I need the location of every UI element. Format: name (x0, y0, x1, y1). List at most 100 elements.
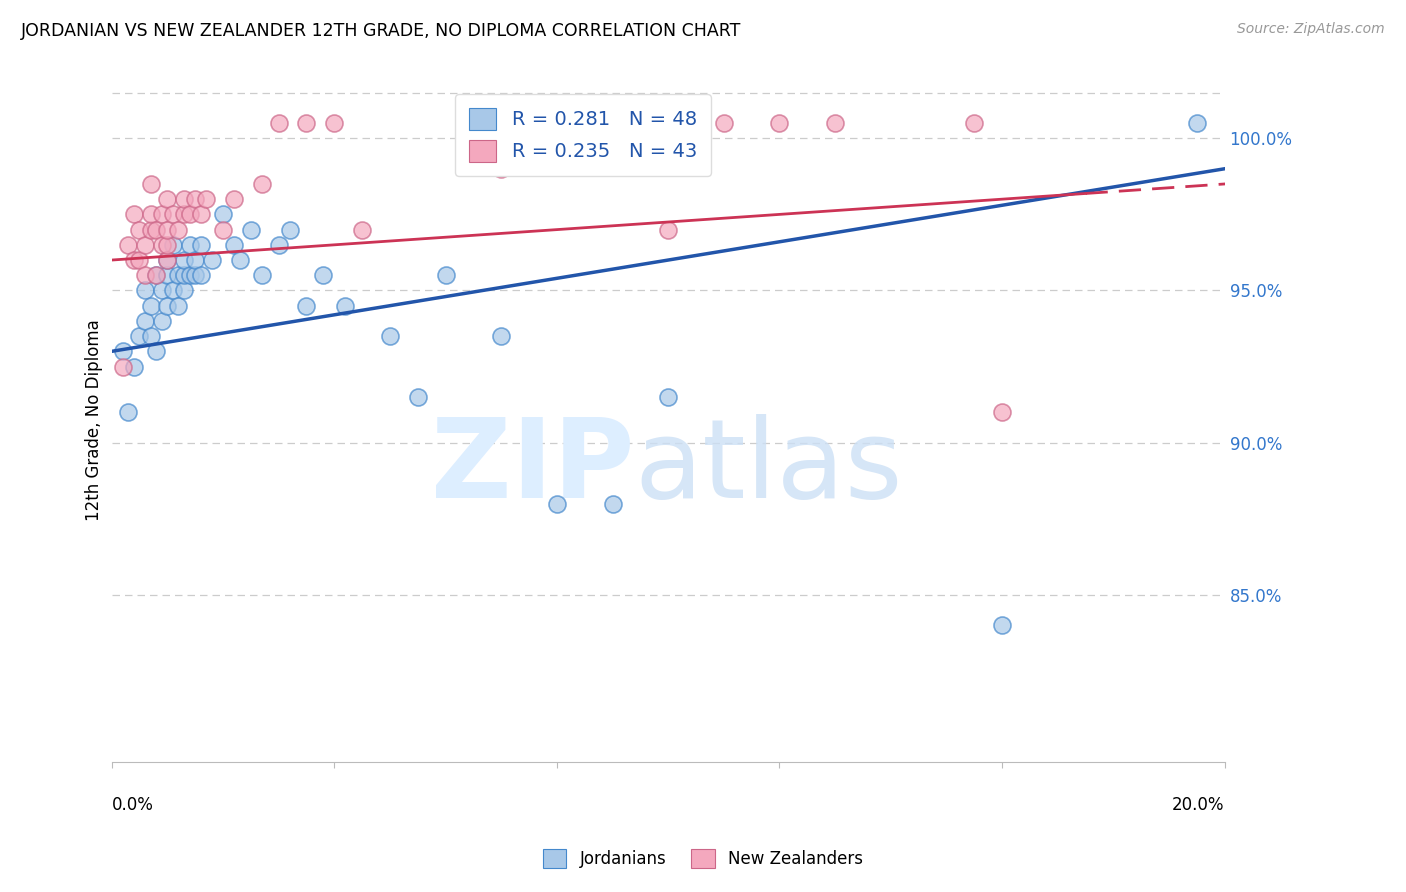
Point (162, 284, 184, 298)
Point (156, 192, 179, 206)
Point (713, 116, 735, 130)
Point (150, 237, 173, 252)
Point (173, 192, 195, 206)
Point (190, 268, 212, 283)
Point (195, 192, 218, 206)
Point (122, 359, 145, 374)
Point (489, 329, 512, 343)
Point (173, 284, 195, 298)
Point (145, 344, 167, 359)
Point (657, 390, 679, 404)
Point (173, 253, 195, 268)
Point (323, 116, 346, 130)
Legend: R = 0.281   N = 48, R = 0.235   N = 43: R = 0.281 N = 48, R = 0.235 N = 43 (456, 94, 710, 176)
Text: Source: ZipAtlas.com: Source: ZipAtlas.com (1237, 22, 1385, 37)
Point (179, 207, 201, 221)
Point (184, 268, 207, 283)
Point (546, 496, 568, 510)
Point (156, 299, 179, 313)
Point (434, 268, 457, 283)
Point (250, 177, 273, 191)
Point (167, 299, 190, 313)
Point (278, 222, 301, 236)
Text: 20.0%: 20.0% (1173, 797, 1225, 814)
Point (122, 253, 145, 268)
Point (145, 222, 167, 236)
Point (111, 344, 134, 359)
Point (963, 116, 986, 130)
Point (602, 496, 624, 510)
Point (406, 390, 429, 404)
Point (184, 253, 207, 268)
Point (139, 299, 162, 313)
Point (150, 314, 173, 328)
Legend: Jordanians, New Zealanders: Jordanians, New Zealanders (536, 842, 870, 875)
Point (156, 222, 179, 236)
Point (122, 207, 145, 221)
Point (139, 207, 162, 221)
Point (517, 116, 540, 130)
Point (228, 253, 250, 268)
Point (162, 207, 184, 221)
Point (156, 253, 179, 268)
Point (139, 329, 162, 343)
Point (295, 299, 318, 313)
Point (128, 253, 150, 268)
Point (212, 222, 235, 236)
Point (145, 268, 167, 283)
Text: ZIP: ZIP (432, 414, 634, 521)
Point (156, 253, 179, 268)
Point (1185, 116, 1208, 130)
Point (335, 299, 357, 313)
Point (150, 284, 173, 298)
Point (111, 359, 134, 374)
Point (156, 268, 179, 283)
Point (190, 207, 212, 221)
Point (173, 268, 195, 283)
Point (295, 116, 318, 130)
Point (190, 237, 212, 252)
Point (156, 237, 179, 252)
Point (128, 329, 150, 343)
Point (167, 268, 190, 283)
Point (657, 222, 679, 236)
Point (150, 207, 173, 221)
Y-axis label: 12th Grade, No Diploma: 12th Grade, No Diploma (86, 319, 103, 521)
Point (139, 177, 162, 191)
Point (250, 268, 273, 283)
Point (134, 284, 156, 298)
Point (378, 329, 401, 343)
Point (201, 253, 224, 268)
Point (212, 207, 235, 221)
Point (179, 237, 201, 252)
Point (546, 116, 568, 130)
Point (128, 222, 150, 236)
Point (117, 237, 139, 252)
Point (222, 192, 245, 206)
Point (352, 222, 374, 236)
Point (824, 116, 846, 130)
Point (173, 207, 195, 221)
Point (179, 268, 201, 283)
Point (167, 222, 190, 236)
Text: JORDANIAN VS NEW ZEALANDER 12TH GRADE, NO DIPLOMA CORRELATION CHART: JORDANIAN VS NEW ZEALANDER 12TH GRADE, N… (21, 22, 741, 40)
Point (312, 268, 335, 283)
Point (117, 405, 139, 419)
Point (267, 116, 290, 130)
Point (134, 237, 156, 252)
Point (489, 161, 512, 176)
Point (239, 222, 262, 236)
Point (134, 314, 156, 328)
Point (184, 192, 207, 206)
Point (222, 237, 245, 252)
Text: 0.0%: 0.0% (111, 797, 153, 814)
Point (134, 268, 156, 283)
Point (267, 237, 290, 252)
Point (991, 405, 1014, 419)
Point (139, 222, 162, 236)
Point (162, 237, 184, 252)
Point (768, 116, 790, 130)
Point (991, 618, 1014, 632)
Point (145, 268, 167, 283)
Text: atlas: atlas (634, 414, 903, 521)
